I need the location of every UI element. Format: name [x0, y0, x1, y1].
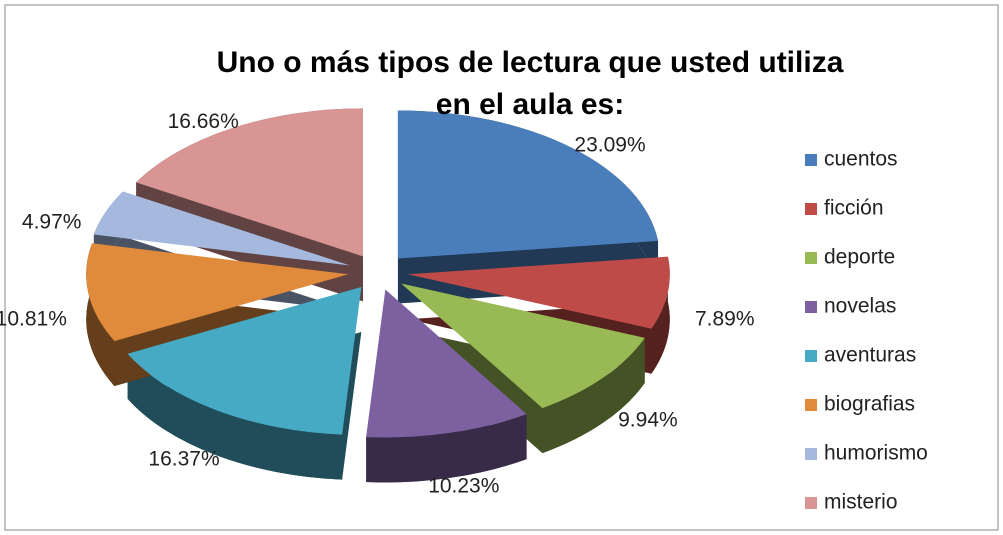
legend-swatch — [805, 497, 817, 509]
legend-label: deporte — [824, 246, 895, 269]
legend-label: humorismo — [824, 442, 928, 465]
slice — [86, 243, 349, 342]
slice-wall — [651, 256, 670, 374]
legend-label: misterio — [824, 491, 898, 514]
slice — [397, 110, 659, 259]
legend-swatch — [805, 154, 817, 166]
legend-label: ficción — [824, 197, 884, 220]
slice — [407, 256, 670, 329]
slice — [127, 286, 362, 435]
data-label: 10.81% — [0, 308, 67, 331]
legend-label: biografias — [824, 393, 915, 416]
legend-swatch — [805, 350, 817, 362]
legend-label: novelas — [824, 295, 896, 318]
legend-swatch — [805, 399, 817, 411]
slice-wall — [542, 337, 645, 454]
slice — [136, 108, 363, 257]
slice — [401, 283, 645, 409]
data-label: 7.89% — [695, 308, 755, 331]
legend-label: aventuras — [824, 344, 916, 367]
legend-swatch — [805, 448, 817, 460]
data-label: 10.23% — [428, 475, 499, 498]
slice — [93, 191, 351, 266]
legend-swatch — [805, 203, 817, 215]
slice-wall — [127, 353, 343, 480]
legend-swatch — [805, 252, 817, 264]
slice-wall — [86, 243, 115, 387]
data-labels: 23.09% 7.89% 9.94% 10.23% 16.37% 10.81% 4.97% 1… — [0, 110, 755, 497]
data-label: 9.94% — [618, 408, 678, 431]
legend-label: cuentos — [824, 148, 898, 171]
slice-wall — [366, 414, 527, 483]
data-label: 23.09% — [574, 134, 645, 157]
data-label: 16.66% — [168, 110, 239, 133]
legend: cuentos ficción deporte novelas aventuras bio… — [805, 148, 928, 514]
slice — [366, 289, 527, 438]
legend-swatch — [805, 301, 817, 313]
data-label: 4.97% — [22, 211, 82, 234]
chart-title: Uno o más tipos de lectura que usted uti… — [216, 46, 844, 121]
data-label: 16.37% — [148, 447, 219, 470]
slice-tops — [86, 108, 670, 438]
